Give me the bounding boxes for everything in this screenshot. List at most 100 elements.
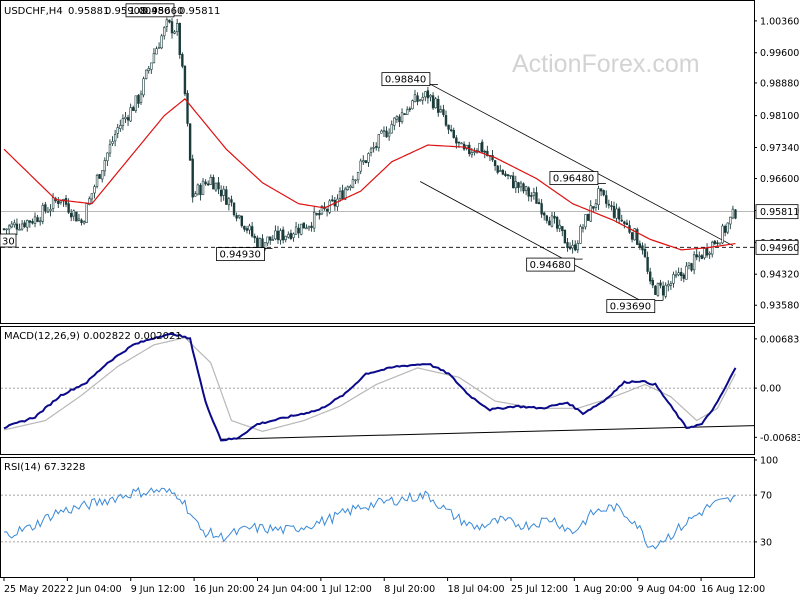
candle-body — [2, 228, 6, 231]
candle-body — [486, 150, 489, 157]
candle-body — [646, 257, 649, 272]
candle-body — [369, 148, 373, 153]
price-annotation: 1.00480 — [125, 3, 183, 18]
candle-body — [672, 274, 675, 284]
candle-body — [395, 116, 399, 120]
candle-body — [690, 263, 693, 271]
candle-body — [478, 142, 481, 152]
candle-body — [483, 150, 486, 153]
candle-body — [312, 211, 316, 229]
candle-body — [656, 282, 660, 296]
candle-body — [183, 65, 187, 95]
candle-body — [36, 217, 39, 222]
candle-body — [439, 109, 443, 113]
candle-body — [537, 202, 541, 205]
candle-body — [305, 227, 308, 230]
candle-body — [266, 236, 269, 244]
candle-body — [276, 230, 280, 241]
candle-body — [512, 175, 515, 189]
rsi-axis: 100 70 30 — [754, 456, 778, 548]
candle-body — [403, 113, 406, 116]
ohlc-high: 0.95908 — [105, 6, 146, 17]
candle-body — [651, 280, 654, 286]
candle-body — [108, 144, 112, 154]
candle-body — [230, 199, 233, 203]
candle-body — [377, 134, 380, 149]
rsi-levels — [1, 494, 754, 543]
candle-body — [545, 215, 549, 221]
candle-body — [155, 48, 158, 55]
candle-body — [82, 221, 86, 224]
candle-body — [217, 182, 220, 190]
candle-body — [413, 94, 417, 103]
time-axis: 25 May 2022 2 Jun 04:00 9 Jun 12:00 16 Jun … — [3, 577, 765, 595]
candle-body — [398, 116, 401, 123]
candle-body — [457, 141, 461, 144]
candle-body — [5, 228, 8, 231]
macd-line — [3, 332, 737, 442]
candle-body — [731, 208, 735, 219]
candle-body — [163, 27, 166, 37]
candle-body — [460, 142, 463, 145]
candle-body — [170, 21, 174, 34]
macd-support-line — [221, 425, 755, 440]
candle-body — [341, 190, 344, 200]
moving-average-line — [3, 98, 736, 251]
candle-body — [517, 182, 520, 189]
candle-body — [612, 205, 616, 218]
price-annotation: 0.94930 — [216, 247, 273, 262]
candle-body — [605, 195, 608, 204]
candle-body — [375, 146, 378, 148]
candle-body — [222, 188, 225, 196]
rsi-title: RSI(14) 67.3228 — [4, 462, 85, 473]
candle-body — [129, 107, 132, 122]
candle-body — [150, 62, 153, 70]
candle-body — [44, 204, 47, 212]
candle-body — [57, 200, 60, 205]
macd-axis: 0.006832 0.00 -0.00683 — [754, 334, 800, 444]
candle-body — [227, 198, 231, 206]
candle-body — [225, 189, 228, 205]
candle-body — [527, 187, 530, 197]
candle-body — [320, 205, 324, 215]
candle-body — [59, 200, 63, 203]
candle-body — [173, 31, 176, 34]
candle-body — [111, 141, 114, 144]
candle-body — [620, 219, 623, 222]
candle-body — [98, 174, 101, 179]
candle-body — [165, 19, 169, 27]
candle-body — [437, 99, 440, 113]
candle-body — [390, 124, 393, 134]
candle-body — [103, 160, 107, 172]
candle-body — [75, 211, 78, 222]
price-annotation: 0.93690 — [606, 299, 663, 314]
candle-body — [524, 186, 528, 191]
rsi-tick-label: 100 — [760, 456, 778, 467]
candle-body — [199, 184, 202, 196]
candle-body — [67, 203, 70, 213]
candle-body — [509, 174, 512, 177]
candle-body — [607, 203, 611, 206]
rsi-tick-label: 30 — [760, 537, 772, 548]
price-annotations: 1.00480 0.94930 0.98840 0.94680 0.96480 0.936… — [125, 3, 663, 314]
candle-body — [10, 223, 13, 228]
candle-body — [548, 220, 551, 226]
candle-body — [15, 223, 19, 230]
candle-body — [667, 284, 670, 287]
annotation-label: 0.98840 — [385, 75, 426, 86]
candle-body — [630, 232, 634, 240]
candle-body — [175, 23, 179, 32]
candle-body — [387, 132, 391, 137]
price-tick-label: 0.98880 — [760, 78, 799, 89]
candle-body — [271, 239, 275, 241]
candle-body — [186, 92, 189, 124]
candle-body — [729, 216, 732, 225]
price-annotation: 0.94680 — [526, 257, 583, 272]
candle-body — [716, 242, 719, 244]
candle-body — [550, 215, 554, 227]
candle-body — [661, 285, 665, 296]
candle-body — [253, 235, 256, 239]
channel-line — [419, 181, 648, 305]
candle-body — [406, 109, 409, 115]
